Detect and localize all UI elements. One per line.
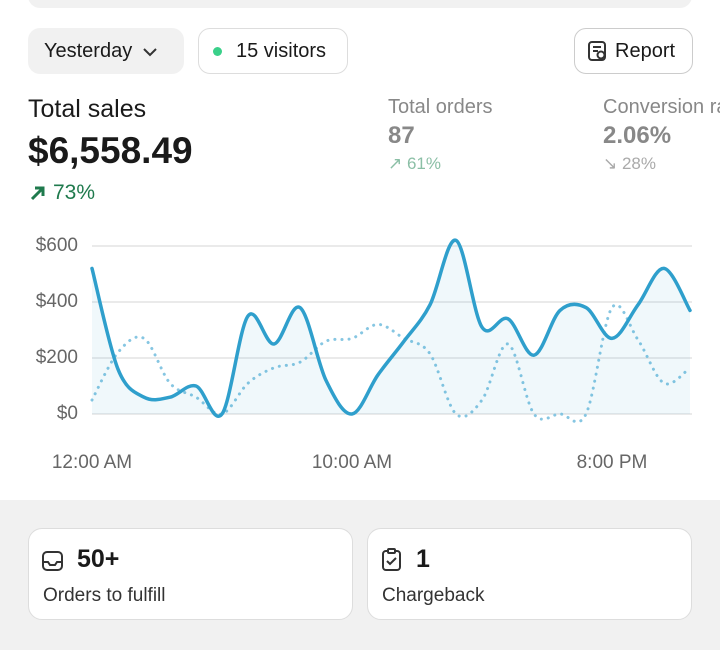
y-tick-label: $400 (36, 291, 78, 312)
inbox-icon (42, 551, 63, 571)
card-label: Chargeback (382, 585, 485, 606)
conversion-change: ↘ 28% (603, 154, 656, 173)
orders-value: 87 (388, 122, 415, 149)
orders-label: Total orders (388, 96, 493, 118)
line (90, 238, 692, 419)
visitors-pill[interactable]: 15 visitors (198, 28, 348, 74)
area (92, 240, 690, 417)
y-tick-label: $600 (36, 235, 78, 256)
chargeback-card[interactable]: 1 Chargeback (367, 528, 692, 620)
card-value: 50+ (77, 545, 120, 573)
period-filter[interactable]: Yesterday (28, 28, 184, 74)
period: Yesterday (44, 39, 133, 62)
live-dot (213, 46, 222, 56)
orders-change: ↗ 61% (388, 154, 441, 173)
x-tick-label: 10:00 AM (312, 452, 392, 473)
x-tick-label: 8:00 PM (577, 452, 648, 473)
sales-label: Total sales (28, 95, 147, 123)
report-button[interactable]: Report (574, 28, 693, 74)
y-tick-label: $0 (57, 403, 78, 424)
change: 73% (53, 181, 96, 204)
up-arrow (30, 186, 45, 201)
change: 61% (406, 154, 441, 173)
x-tick-label: 12:00 AM (52, 452, 132, 473)
chart: $0 $200 $400 $600 12:00 AM 10:00 AM 8:00 PM (36, 235, 692, 473)
chevron (143, 48, 157, 57)
orders-card[interactable]: 50+ Orders to fulfill (28, 528, 353, 620)
top-bar (28, 0, 692, 8)
sales-change: 73% (28, 181, 95, 205)
report: Report (615, 39, 676, 62)
card-value: 1 (416, 545, 430, 573)
visitors: 15 visitors (236, 39, 327, 62)
conversion-value: 2.06% (603, 122, 672, 149)
clipboard-icon (382, 548, 401, 571)
y-tick-label: $200 (36, 347, 78, 368)
conversion-label: Conversion rate (603, 96, 720, 118)
sales-value: $6,558.49 (28, 130, 193, 171)
card-label: Orders to fulfill (43, 585, 166, 606)
change: 28% (621, 154, 656, 173)
report-icon (588, 41, 606, 61)
